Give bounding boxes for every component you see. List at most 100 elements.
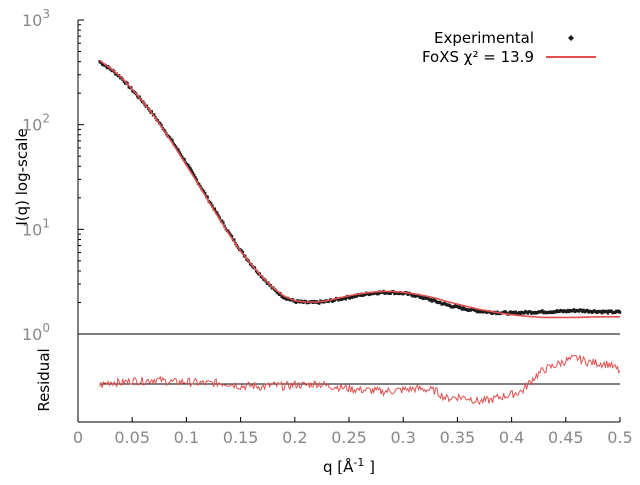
experimental-point: [241, 250, 244, 255]
experimental-point: [537, 310, 540, 314]
experimental-point: [195, 178, 198, 182]
experimental-point: [433, 298, 436, 302]
experimental-point: [549, 310, 553, 315]
experimental-point: [596, 309, 600, 314]
experimental-point: [339, 297, 343, 302]
experimental-point: [442, 301, 446, 305]
main-ylabel: I(q) log-scale: [13, 128, 31, 225]
chart-marks: [98, 59, 622, 406]
experimental-point: [358, 293, 361, 297]
experimental-point: [366, 292, 369, 296]
experimental-point: [377, 292, 380, 296]
experimental-point: [582, 308, 585, 312]
experimental-point: [532, 311, 536, 315]
experimental-point: [270, 286, 274, 290]
experimental-point: [457, 306, 460, 310]
experimental-point: [171, 139, 174, 143]
experimental-point: [480, 310, 483, 314]
experimental-point: [577, 309, 580, 313]
experimental-point: [275, 290, 278, 294]
experimental-point: [217, 214, 220, 218]
experimental-point: [123, 81, 127, 85]
experimental-point: [462, 305, 465, 310]
experimental-point: [468, 308, 471, 312]
experimental-point: [98, 60, 101, 64]
experimental-point: [396, 291, 400, 295]
experimental-point: [110, 68, 114, 73]
experimental-point: [502, 310, 505, 314]
experimental-point: [427, 297, 430, 301]
experimental-point: [464, 307, 468, 312]
experimental-point: [127, 85, 130, 89]
experimental-point: [327, 299, 331, 303]
experimental-point: [384, 290, 388, 295]
experimental-point: [337, 298, 340, 302]
experimental-point: [569, 309, 572, 313]
experimental-point: [294, 300, 298, 304]
experimental-point: [105, 65, 109, 70]
experimental-point: [593, 309, 596, 313]
experimental-point: [579, 308, 583, 312]
experimental-point: [570, 309, 573, 313]
experimental-point: [461, 307, 464, 311]
experimental-point: [613, 310, 617, 314]
experimental-point: [425, 296, 429, 300]
experimental-point: [599, 309, 602, 314]
experimental-point: [522, 311, 526, 315]
experimental-point: [190, 169, 194, 173]
experimental-point: [400, 291, 403, 295]
experimental-point: [114, 72, 117, 76]
experimental-point: [526, 311, 530, 315]
experimental-point: [439, 301, 442, 305]
experimental-point: [520, 310, 523, 314]
experimental-point: [476, 309, 480, 313]
experimental-point: [556, 309, 560, 314]
experimental-point: [542, 311, 545, 315]
experimental-point: [607, 309, 611, 313]
experimental-point: [394, 290, 397, 295]
experimental-point: [527, 310, 531, 314]
experimental-point: [187, 163, 190, 168]
experimental-point: [587, 310, 590, 314]
experimental-point: [419, 295, 423, 300]
experimental-point: [348, 296, 351, 300]
experimental-point: [318, 301, 321, 305]
experimental-point: [515, 312, 519, 316]
experimental-point: [463, 307, 466, 311]
experimental-point: [202, 190, 206, 194]
experimental-point: [389, 291, 392, 295]
y-tick-label-exp: 1: [42, 216, 50, 230]
y-tick-label-exp: 3: [42, 7, 50, 21]
experimental-point: [227, 229, 230, 233]
experimental-point: [350, 295, 354, 299]
experimental-point: [484, 309, 487, 314]
experimental-point: [288, 298, 292, 302]
experimental-point: [544, 311, 548, 315]
experimental-point: [552, 310, 555, 315]
experimental-point: [530, 311, 533, 315]
experimental-point: [438, 300, 441, 304]
experimental-point: [474, 308, 477, 312]
experimental-point: [285, 297, 288, 301]
experimental-point: [479, 309, 482, 313]
experimental-point: [395, 291, 399, 295]
experimental-point: [588, 309, 591, 313]
experimental-point: [525, 310, 528, 314]
y-tick-label-exp: 0: [42, 321, 50, 335]
experimental-point: [376, 292, 379, 296]
experimental-point: [359, 293, 362, 297]
x-axis-label-close: ]: [364, 458, 375, 476]
experimental-point: [561, 310, 565, 314]
x-tick-label: 0.4: [499, 428, 524, 447]
experimental-point: [548, 310, 551, 314]
experimental-point: [412, 294, 416, 298]
experimental-point: [617, 309, 620, 313]
experimental-point: [578, 308, 582, 312]
foxs-fit-line: [99, 59, 620, 319]
experimental-point: [424, 296, 428, 300]
experimental-point: [284, 296, 287, 300]
experimental-point: [331, 299, 334, 303]
experimental-point: [589, 310, 593, 314]
experimental-point: [373, 291, 377, 295]
experimental-point: [332, 298, 335, 302]
